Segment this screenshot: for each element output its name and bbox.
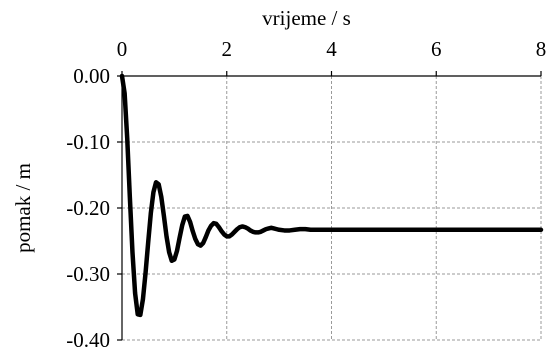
y-tick-label: -0.30 [66,262,110,286]
tick-label-layer: 0 2 4 6 8 0.00 -0.10 -0.20 -0.30 -0.40 [66,37,546,352]
axis-layer [117,71,542,341]
x-tick-label: 2 [222,37,233,61]
y-tick-label: -0.40 [66,328,110,352]
series-layer [119,73,544,318]
y-tick-label: -0.10 [66,130,110,154]
grid-layer [122,76,542,341]
x-tick-label: 6 [431,37,442,61]
y-tick-label: 0.00 [73,64,110,88]
x-tick-label: 8 [536,37,546,61]
x-tick-label: 0 [117,37,128,61]
y-axis-title: pomak / m [11,163,35,253]
y-tick-label: -0.20 [66,196,110,220]
series-line [119,73,544,318]
x-axis-title: vrijeme / s [262,6,351,30]
x-tick-label: 4 [326,37,337,61]
